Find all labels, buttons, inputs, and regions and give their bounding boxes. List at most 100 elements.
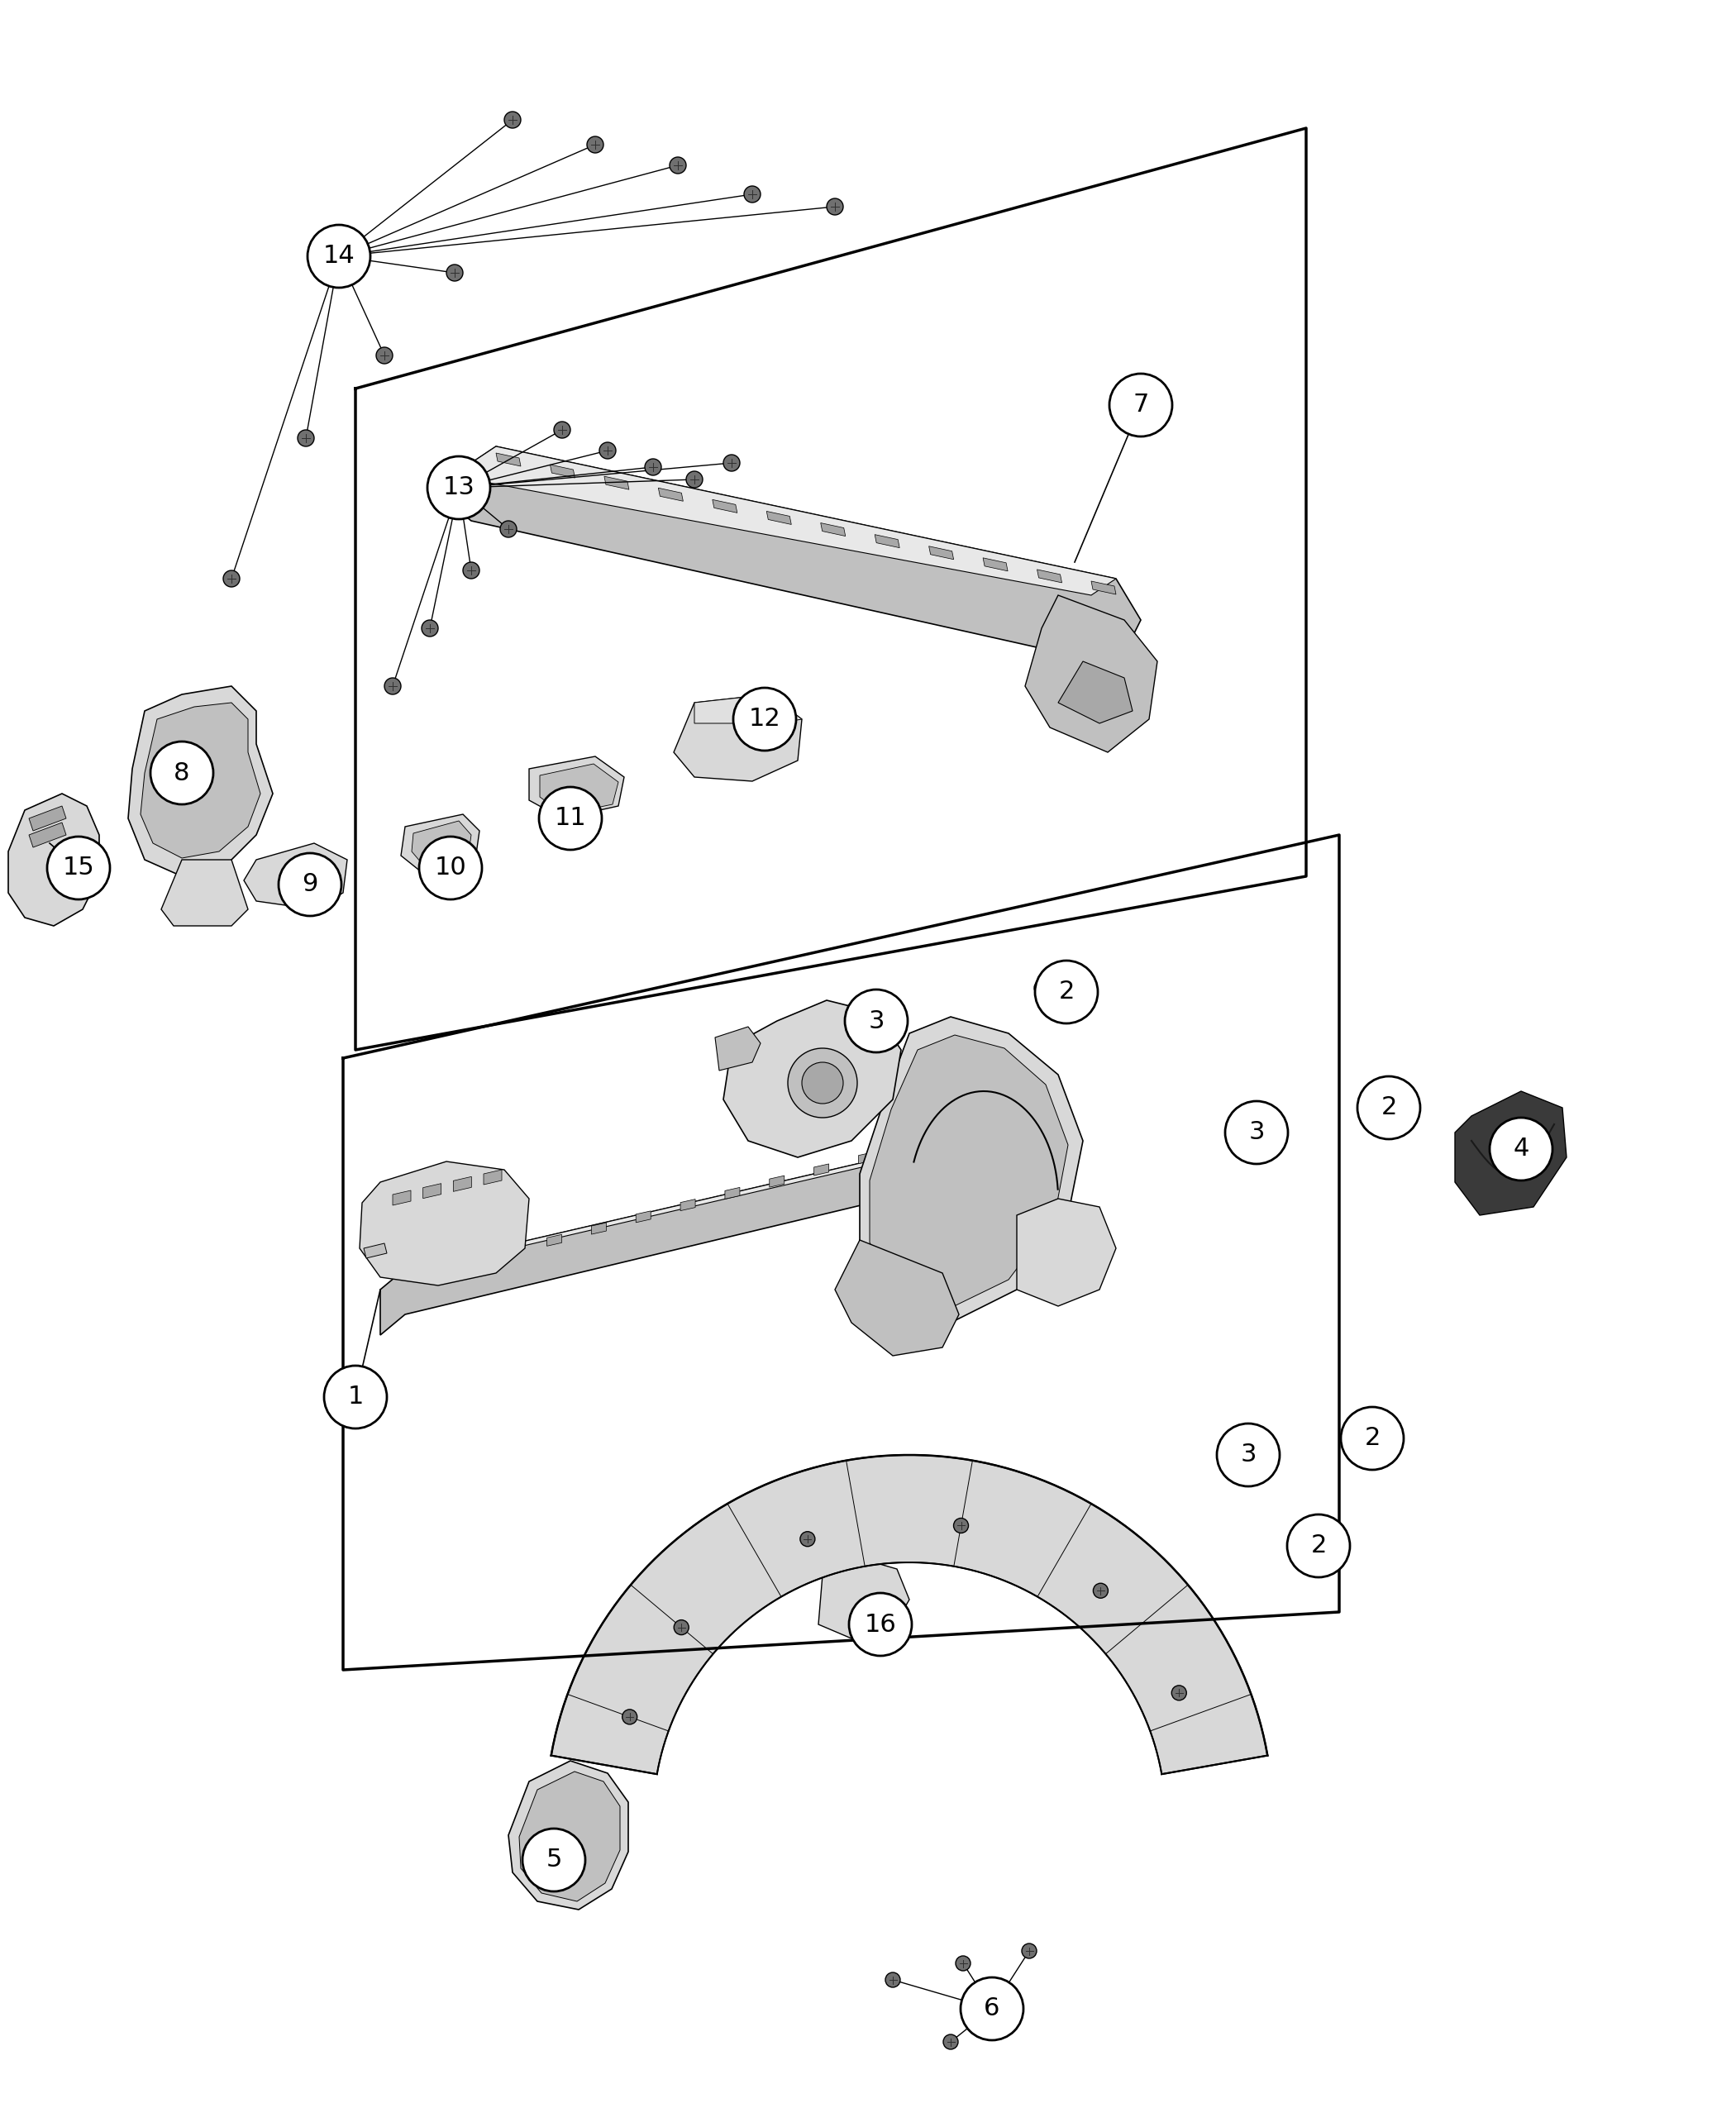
Polygon shape [453, 1176, 472, 1191]
Text: 9: 9 [302, 873, 318, 896]
Polygon shape [726, 1187, 740, 1199]
Circle shape [1489, 1117, 1552, 1180]
Polygon shape [983, 559, 1009, 571]
Polygon shape [712, 500, 738, 512]
Text: 12: 12 [748, 706, 781, 731]
Circle shape [943, 2034, 958, 2049]
Polygon shape [715, 1027, 760, 1071]
Circle shape [885, 1973, 901, 1988]
Polygon shape [875, 535, 899, 548]
Circle shape [826, 198, 844, 215]
Polygon shape [380, 1111, 1017, 1334]
Text: 3: 3 [1240, 1444, 1257, 1467]
Polygon shape [694, 694, 802, 723]
Text: 10: 10 [434, 856, 467, 879]
Polygon shape [859, 1016, 1083, 1322]
Circle shape [1109, 373, 1172, 436]
Circle shape [599, 443, 616, 460]
Polygon shape [681, 1199, 696, 1210]
Circle shape [644, 460, 661, 474]
Polygon shape [30, 822, 66, 847]
Polygon shape [128, 685, 273, 877]
Circle shape [151, 742, 214, 805]
Polygon shape [540, 763, 618, 814]
Polygon shape [529, 757, 625, 818]
Circle shape [418, 837, 483, 900]
Polygon shape [30, 805, 66, 831]
Polygon shape [818, 1558, 910, 1638]
Circle shape [845, 989, 908, 1052]
Polygon shape [835, 1240, 958, 1355]
Circle shape [865, 1010, 880, 1024]
Circle shape [1286, 1514, 1351, 1577]
Polygon shape [769, 1176, 785, 1187]
Circle shape [1229, 1444, 1243, 1459]
Circle shape [1217, 1423, 1279, 1486]
Text: 6: 6 [984, 1996, 1000, 2022]
Circle shape [538, 786, 602, 850]
Text: 2: 2 [1311, 1535, 1326, 1558]
Text: 3: 3 [1248, 1121, 1264, 1145]
Polygon shape [1024, 594, 1158, 753]
Polygon shape [502, 1246, 517, 1258]
Text: 14: 14 [323, 245, 354, 268]
Polygon shape [547, 1235, 562, 1246]
Circle shape [224, 571, 240, 586]
Text: 11: 11 [554, 807, 587, 831]
Circle shape [1241, 1121, 1255, 1136]
Polygon shape [392, 1191, 411, 1206]
Circle shape [325, 1366, 387, 1429]
Circle shape [377, 348, 392, 365]
Polygon shape [451, 447, 1141, 662]
Polygon shape [870, 1035, 1068, 1309]
Polygon shape [458, 1258, 472, 1269]
Circle shape [621, 1710, 637, 1724]
Text: 3: 3 [868, 1010, 884, 1033]
Text: 16: 16 [865, 1613, 896, 1636]
Circle shape [1358, 1077, 1420, 1138]
Polygon shape [1059, 662, 1132, 723]
Polygon shape [592, 1223, 606, 1235]
Polygon shape [470, 447, 1116, 594]
Circle shape [788, 1048, 858, 1117]
Polygon shape [496, 453, 521, 466]
Polygon shape [903, 1140, 918, 1151]
Circle shape [1349, 1427, 1363, 1442]
Circle shape [674, 1619, 689, 1636]
Polygon shape [1036, 569, 1062, 582]
Circle shape [297, 430, 314, 447]
Circle shape [1172, 1686, 1186, 1701]
Circle shape [1226, 1100, 1288, 1164]
Polygon shape [509, 1760, 628, 1910]
Circle shape [523, 1828, 585, 1891]
Circle shape [446, 264, 464, 280]
Polygon shape [724, 1001, 901, 1157]
Polygon shape [359, 1162, 529, 1286]
Circle shape [1094, 1583, 1108, 1598]
Polygon shape [604, 476, 628, 489]
Circle shape [670, 158, 686, 173]
Polygon shape [519, 1771, 620, 1901]
Circle shape [500, 521, 517, 538]
Circle shape [800, 1533, 814, 1547]
Polygon shape [948, 1128, 962, 1140]
Circle shape [1364, 1096, 1380, 1111]
Polygon shape [401, 814, 479, 873]
Circle shape [960, 1977, 1024, 2041]
Circle shape [955, 1956, 970, 1971]
Text: 2: 2 [1364, 1427, 1380, 1450]
Circle shape [384, 679, 401, 694]
Circle shape [427, 455, 490, 519]
Polygon shape [161, 860, 248, 925]
Polygon shape [1092, 582, 1116, 594]
Text: 8: 8 [174, 761, 189, 784]
Circle shape [686, 472, 703, 487]
Text: 2: 2 [1059, 980, 1075, 1003]
Polygon shape [814, 1164, 828, 1176]
Polygon shape [365, 1244, 387, 1258]
Text: 13: 13 [443, 476, 476, 500]
Text: 4: 4 [1514, 1136, 1529, 1162]
Polygon shape [413, 1269, 429, 1282]
Circle shape [464, 563, 479, 580]
Polygon shape [674, 694, 802, 782]
